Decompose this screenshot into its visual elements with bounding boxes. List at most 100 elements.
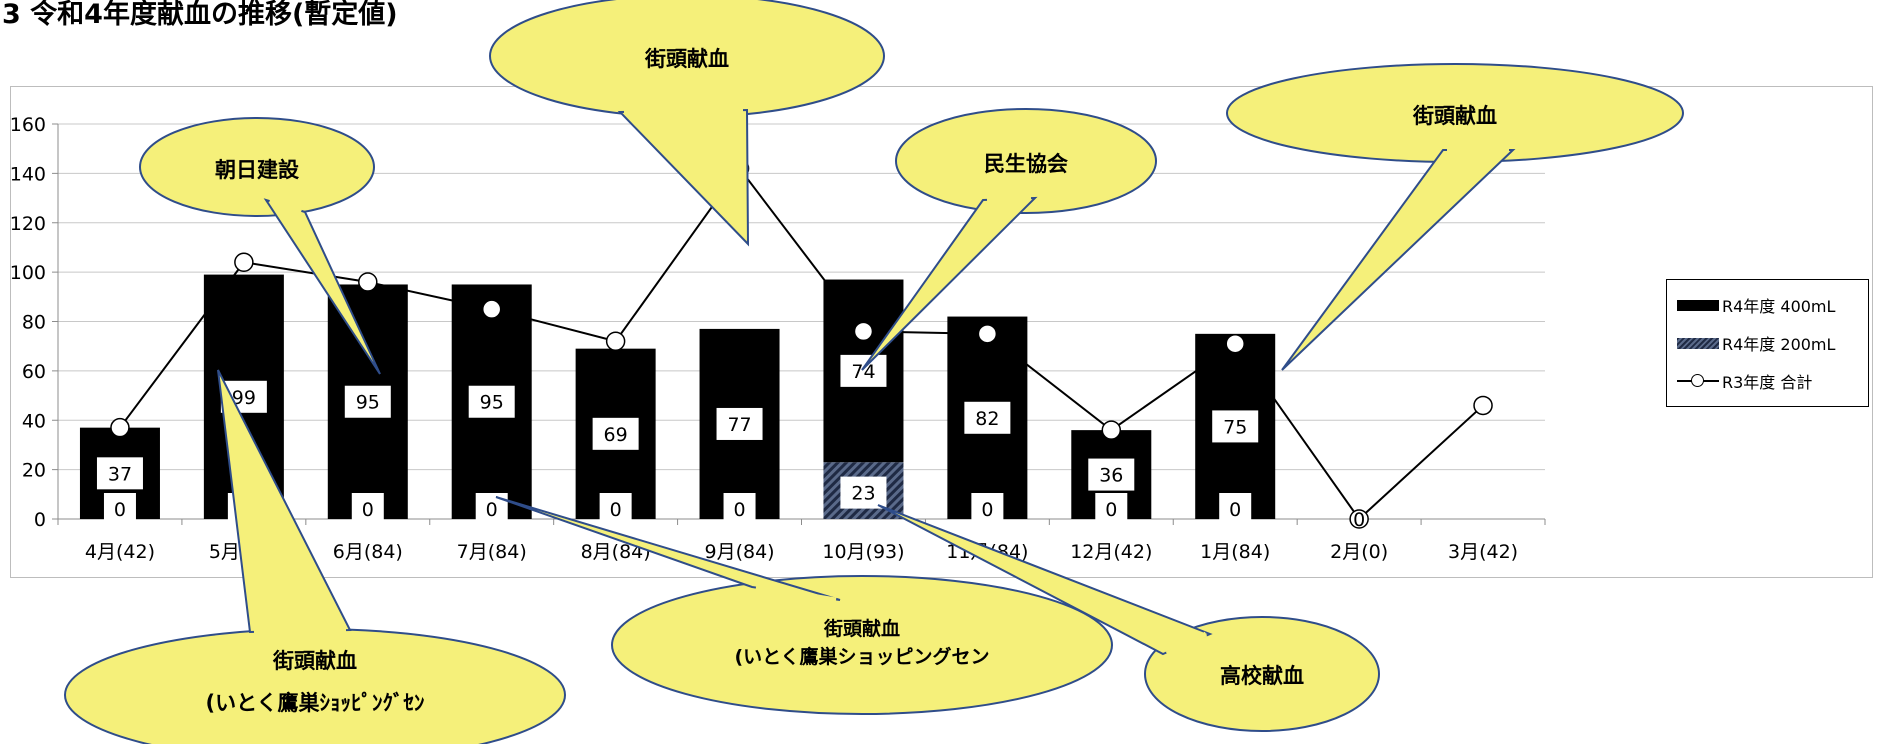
line-r3-marker [1349,509,1369,529]
y-tick-label: 40 [22,410,46,432]
data-label-200ml: 0 [610,499,622,521]
callout-seam [755,584,837,603]
callout-text: 街頭献血 [823,617,900,640]
callout-text: 街頭献血 [1412,104,1497,128]
data-label-200ml-bg [351,493,384,525]
callout-seam [253,627,347,635]
y-tick-label: 100 [10,262,46,284]
x-tick-label: 12月(42) [1070,541,1152,563]
line-r3-marker [1473,395,1493,416]
x-tick-label: 3月(42) [1448,541,1518,563]
data-label-400ml: 95 [480,392,504,414]
y-tick-label: 120 [10,213,46,235]
callout-text: 高校献血 [1220,664,1304,688]
data-label-400ml: 74 [851,361,875,383]
y-tick-label: 80 [22,312,46,334]
callout-bubble [611,575,1113,715]
chart-frame [10,86,1873,578]
callout-subtext: (いとく鷹巣ｼｮｯﾋﾟﾝｸﾞｾﾝ [206,691,425,715]
line-r3-marker [110,417,130,438]
callout-text: 朝日建設 [215,158,300,182]
data-label-200ml-bg [1095,493,1128,525]
x-tick-label: 4月(42) [85,541,155,563]
callout-text: 街頭献血 [644,47,729,71]
y-tick-label: 160 [10,114,46,136]
data-label-400ml-bg [592,417,639,450]
data-label-400ml-bg [964,401,1011,434]
callout-tail [1281,149,1516,371]
line-r3-total [119,166,1484,521]
data-label-400ml: 75 [1223,416,1247,438]
legend-label: R4年度 400mL [1722,297,1836,316]
callout-tail [495,496,841,601]
line-r3-marker [481,299,502,319]
line-r3-marker [1101,420,1122,440]
data-label-200ml: 0 [362,499,374,521]
data-label-200ml-bg [1219,493,1252,525]
data-label-400ml-bg [716,407,763,440]
data-label-200ml: 0 [1229,499,1241,521]
line-r3-marker [1225,333,1245,354]
callout-text: 街頭献血 [272,649,357,673]
legend-swatch-solid [1677,299,1719,311]
legend-swatch-line-marker [1677,374,1719,388]
x-tick-label: 1月(84) [1200,541,1270,563]
data-label-400ml: 95 [356,392,380,414]
callout-bubble [64,628,566,744]
data-label-400ml: 99 [232,387,256,409]
y-tick-label: 140 [10,163,46,185]
x-tick-label: 9月(84) [704,541,774,563]
data-label-400ml: 82 [975,408,999,430]
legend-item-r3-total: R3年度 合計 [1677,370,1812,392]
data-label-400ml-bg [468,385,515,418]
x-tick-label: 8月(84) [581,541,651,563]
data-label-400ml: 77 [727,414,751,436]
data-label-400ml-bg [1088,458,1135,491]
legend-item-r4-400ml: R4年度 400mL [1677,294,1835,316]
page-title: 3 令和4年度献血の推移(暫定値) [2,0,398,30]
callout-seam [1165,631,1208,657]
data-label-400ml-bg [1212,410,1259,443]
data-label-400ml: 36 [1099,465,1123,487]
x-tick-label: 10月(93) [822,541,904,563]
data-label-400ml: 69 [604,424,628,446]
legend-swatch-hatched [1677,337,1719,349]
chart-legend: R4年度 400mL R4年度 200mL R3年度 合計 [1666,279,1869,407]
callout-bubble [1144,616,1380,732]
legend-label: R4年度 200mL [1722,335,1836,354]
callout-seam [623,107,744,115]
data-label-200ml: 0 [114,499,126,521]
legend-item-r4-200ml: R4年度 200mL [1677,332,1835,354]
callout-seam [986,195,1032,203]
line-r3-marker [853,321,874,342]
data-label-200ml: 0 [1105,499,1117,521]
data-label-200ml: 23 [851,483,875,505]
data-label-400ml-bg [840,354,887,387]
y-tick-label: 0 [34,509,46,531]
data-label-200ml-bg [723,493,756,525]
data-label-200ml-bg [971,493,1004,525]
x-tick-label: 7月(84) [457,541,527,563]
x-tick-label: 6月(84) [333,541,403,563]
line-r3-marker [358,272,378,292]
callout-subtext: (いとく鷹巣ショッピングセン [734,645,989,668]
data-label-400ml: 37 [108,463,132,485]
callout-bubble [139,117,375,217]
legend-label: R3年度 合計 [1722,373,1813,392]
data-label-400ml-bg [344,385,391,418]
data-label-200ml: 0 [733,499,745,521]
x-tick-label: 2月(0) [1330,541,1388,563]
line-r3-marker [977,324,998,344]
data-label-200ml: 0 [1353,509,1365,531]
callout-bubble [895,108,1157,214]
callout-tail [617,108,750,247]
data-label-400ml-bg [96,457,143,490]
line-r3-marker [234,252,254,272]
callout-seam [269,197,302,215]
y-tick-label: 60 [22,361,46,383]
data-label-200ml: 0 [486,499,498,521]
y-tick-label: 20 [22,460,46,482]
data-label-200ml-bg [103,493,136,525]
data-label-200ml-bg [599,493,632,525]
